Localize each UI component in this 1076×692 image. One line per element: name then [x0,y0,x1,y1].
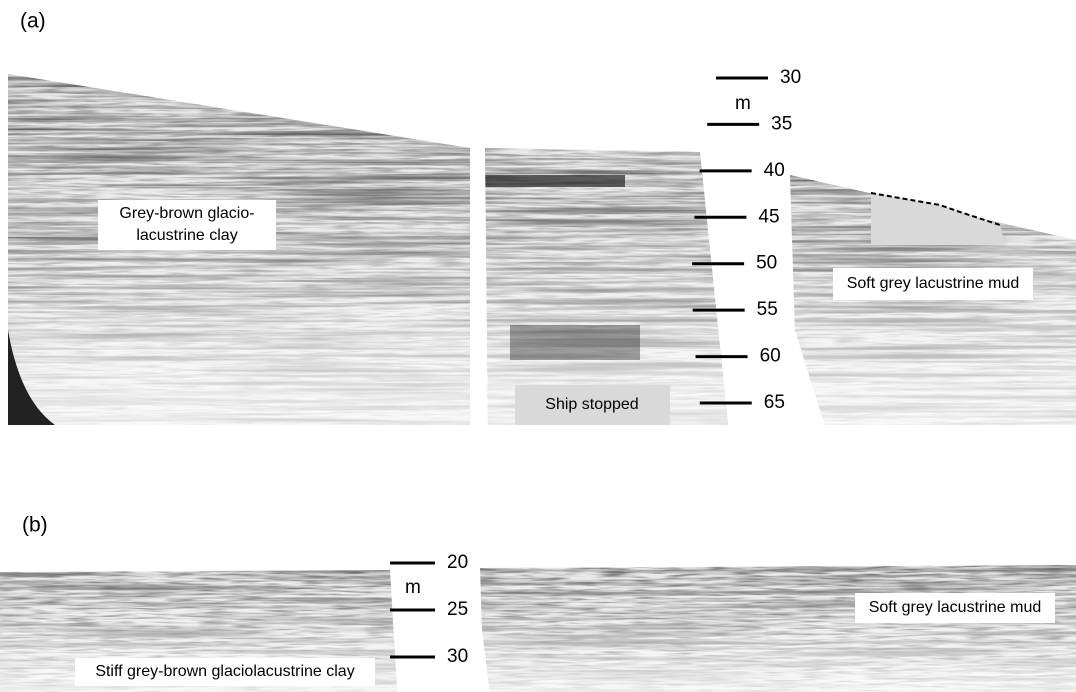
depth-scale: 20 25 30 [390,552,468,667]
tick-label: 65 [764,392,785,413]
tick-label: 30 [780,67,801,88]
tick-label: 30 [447,646,468,667]
tick-label: 60 [760,346,781,367]
annotation: Stiff grey-brown glaciolacustrine clay [95,663,354,680]
tick-label: 20 [447,552,468,573]
tick-label: 50 [756,253,777,274]
tick-label: 35 [771,113,792,134]
tick-label: 25 [447,599,468,620]
scale-unit: m [735,93,751,114]
scale-unit: m [405,577,421,598]
annotation: lacustrine clay [136,227,237,244]
panel-label: (b) [22,514,48,537]
tick-label: 55 [757,299,778,320]
infill-shape [871,193,1005,245]
annotation: Grey-brown glacio- [119,205,254,222]
tick-label: 45 [758,206,779,227]
annotation: Ship stopped [545,396,638,413]
figure: (a) Grey-brown glacio- lacustrine clay S… [0,0,1076,692]
page: (a) Grey-brown glacio- lacustrine clay S… [0,0,1076,692]
annotation: Soft grey lacustrine mud [869,599,1042,616]
panel-label: (a) [20,10,46,33]
annotation: Soft grey lacustrine mud [847,275,1020,292]
tick-label: 40 [764,160,785,181]
